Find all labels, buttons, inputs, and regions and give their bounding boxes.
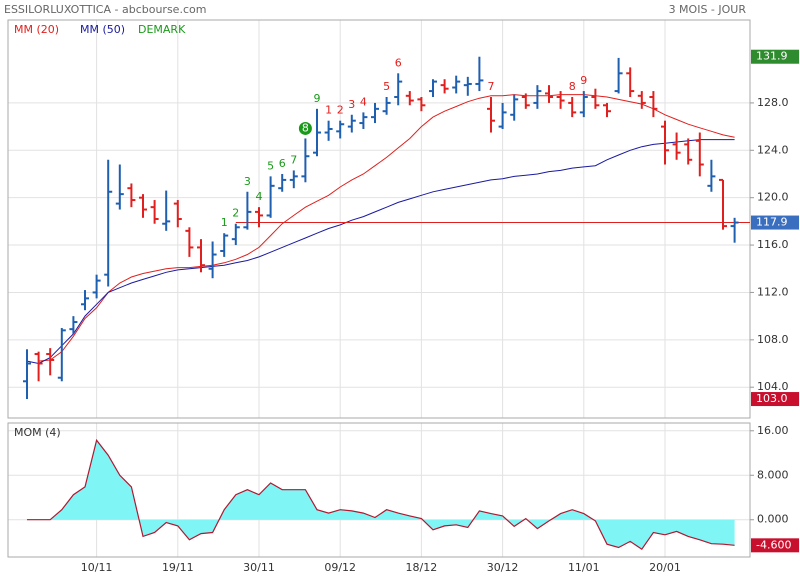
y-tick-label: 112.0 — [757, 285, 789, 298]
chart-title: ESSILORLUXOTTICA - abcbourse.com — [4, 3, 206, 16]
x-tick-label: 10/11 — [81, 561, 113, 574]
moving-average — [26, 139, 735, 365]
legend-mm20: MM (20) — [14, 23, 59, 36]
y-tick-label: 116.0 — [757, 238, 789, 251]
y-tick-label: 8.000 — [757, 468, 789, 481]
price-label-box — [751, 49, 799, 64]
legend-demark: DEMARK — [138, 23, 186, 36]
moving-average — [38, 94, 735, 362]
y-tick-label: 104.0 — [757, 380, 789, 393]
period: 3 MOIS - JOUR — [669, 3, 747, 16]
momentum-area — [27, 440, 735, 550]
x-tick-label: 20/01 — [649, 561, 681, 574]
price-label: -4.600 — [756, 538, 791, 551]
x-tick-label: 09/12 — [324, 561, 356, 574]
price-panel — [7, 19, 751, 419]
demark-count: 9 — [314, 92, 321, 105]
y-tick-label: 108.0 — [757, 333, 789, 346]
demark-circle — [298, 121, 312, 135]
price-label-box — [751, 392, 799, 407]
demark-count: 4 — [256, 190, 263, 203]
demark-count: 6 — [279, 157, 286, 170]
demark-count: 1 — [221, 216, 228, 229]
price-label-box — [751, 215, 799, 230]
price-label-box — [751, 538, 799, 553]
grid — [8, 20, 750, 557]
demark-count: 5 — [267, 159, 274, 172]
demark-count: 1 — [325, 104, 332, 117]
x-tick-label: 30/12 — [487, 561, 519, 574]
price-label: 131.9 — [756, 50, 788, 63]
demark-count: 6 — [395, 56, 402, 69]
y-tick-label: 120.0 — [757, 191, 789, 204]
demark-count: 2 — [232, 207, 239, 220]
legend-mm50: MM (50) — [80, 23, 125, 36]
x-tick-label: 18/12 — [406, 561, 438, 574]
x-tick-label: 19/11 — [162, 561, 194, 574]
momentum-panel — [7, 422, 751, 558]
demark-count: 8 — [569, 80, 576, 93]
demark-count: 4 — [360, 95, 367, 108]
y-tick-label: 124.0 — [757, 143, 789, 156]
demark-count: 7 — [290, 153, 297, 166]
x-tick-label: 30/11 — [243, 561, 275, 574]
demark-count: 3 — [348, 98, 355, 111]
demark-count: 3 — [244, 175, 251, 188]
momentum-legend: MOM (4) — [14, 426, 61, 439]
momentum-line — [27, 438, 735, 551]
demark-count: 7 — [488, 80, 495, 93]
demark-count: 5 — [383, 80, 390, 93]
price-label: 103.0 — [756, 392, 788, 405]
y-tick-label: 0.000 — [757, 513, 789, 526]
price-label: 117.9 — [756, 216, 788, 229]
demark-count: 8 — [302, 121, 309, 134]
x-tick-label: 11/01 — [568, 561, 600, 574]
demark-count: 2 — [337, 104, 344, 117]
y-tick-label: 16.00 — [757, 424, 789, 437]
demark-count: 9 — [580, 74, 587, 87]
y-tick-label: 128.0 — [757, 96, 789, 109]
